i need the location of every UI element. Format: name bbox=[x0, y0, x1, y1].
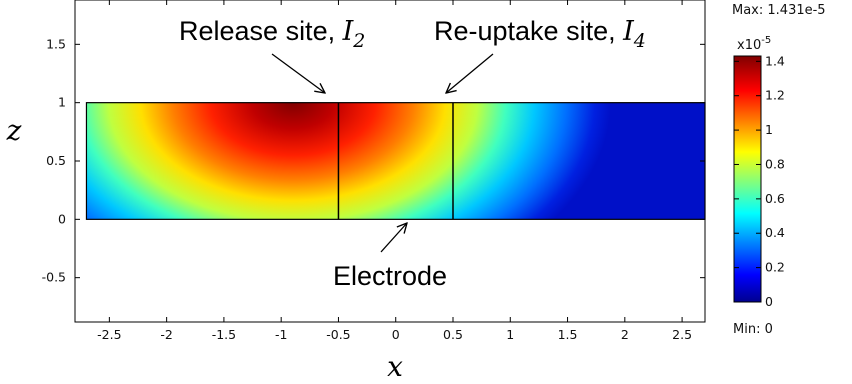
x-tick-label: -1 bbox=[275, 327, 287, 342]
x-tick-label: 0.5 bbox=[443, 327, 463, 342]
y-tick-label: -0.5 bbox=[42, 270, 66, 285]
reuptake-site-subscript: 4 bbox=[633, 30, 646, 52]
x-axis-ticks: -2.5 -2 -1.5 -1 -0.5 0 0.5 1 1.5 2 2.5 bbox=[97, 0, 692, 342]
x-tick-label: -1.5 bbox=[212, 327, 236, 342]
colorbar-tick-label: 0.2 bbox=[765, 260, 785, 275]
y-axis-label: z bbox=[6, 114, 22, 147]
colorbar-ticks: 0 0.2 0.4 0.6 0.8 1 1.2 1.4 bbox=[734, 53, 785, 309]
colorbar-tick-label: 0.6 bbox=[765, 191, 785, 206]
release-site-subscript: 2 bbox=[352, 30, 365, 52]
release-site-annotation: Release site, I2 bbox=[179, 16, 365, 52]
x-tick-label: 0 bbox=[392, 327, 400, 342]
y-tick-label: 0.5 bbox=[46, 153, 66, 168]
x-tick-label: 2 bbox=[621, 327, 629, 342]
y-axis-ticks: -0.5 0 0.5 1 1.5 bbox=[42, 36, 705, 285]
colorbar-max-label: Max: 1.431e-5 bbox=[732, 3, 826, 18]
concentration-field bbox=[85, 102, 706, 220]
reuptake-site-symbol: I bbox=[622, 16, 635, 47]
y-tick-label: 1 bbox=[58, 95, 66, 110]
colorbar-min-label: Min: 0 bbox=[733, 322, 773, 337]
colorbar-exponent-power: -5 bbox=[761, 35, 771, 46]
colorbar bbox=[733, 55, 762, 303]
x-tick-label: -2 bbox=[160, 327, 172, 342]
reuptake-arrow bbox=[446, 53, 494, 93]
colorbar-tick-label: 1.2 bbox=[765, 88, 785, 103]
x-tick-label: 1.5 bbox=[558, 327, 578, 342]
electrode-annotation: Electrode bbox=[333, 261, 447, 291]
reuptake-site-annotation: Re-uptake site, I4 bbox=[434, 16, 646, 52]
x-tick-label: 2.5 bbox=[672, 327, 692, 342]
colorbar-exponent-base: x10 bbox=[737, 38, 761, 53]
release-arrow bbox=[271, 53, 325, 93]
reuptake-site-text: Re-uptake site, bbox=[434, 16, 623, 46]
colorbar-tick-label: 1 bbox=[765, 122, 773, 137]
colorbar-tick-label: 0 bbox=[765, 294, 773, 309]
x-tick-label: -2.5 bbox=[97, 327, 121, 342]
colorbar-tick-label: 0.8 bbox=[765, 156, 785, 171]
y-tick-label: 0 bbox=[58, 211, 66, 226]
y-tick-label: 1.5 bbox=[46, 36, 66, 51]
colorbar-tick-label: 0.4 bbox=[765, 225, 785, 240]
x-axis-label: x bbox=[387, 350, 403, 383]
x-tick-label: 1 bbox=[506, 327, 514, 342]
release-site-symbol: I bbox=[342, 16, 355, 47]
electrode-arrow bbox=[380, 223, 407, 253]
colorbar-exponent: x10-5 bbox=[737, 35, 771, 53]
colorbar-tick-label: 1.4 bbox=[765, 53, 785, 68]
release-site-text: Release site, bbox=[179, 16, 343, 46]
x-tick-label: -0.5 bbox=[326, 327, 350, 342]
